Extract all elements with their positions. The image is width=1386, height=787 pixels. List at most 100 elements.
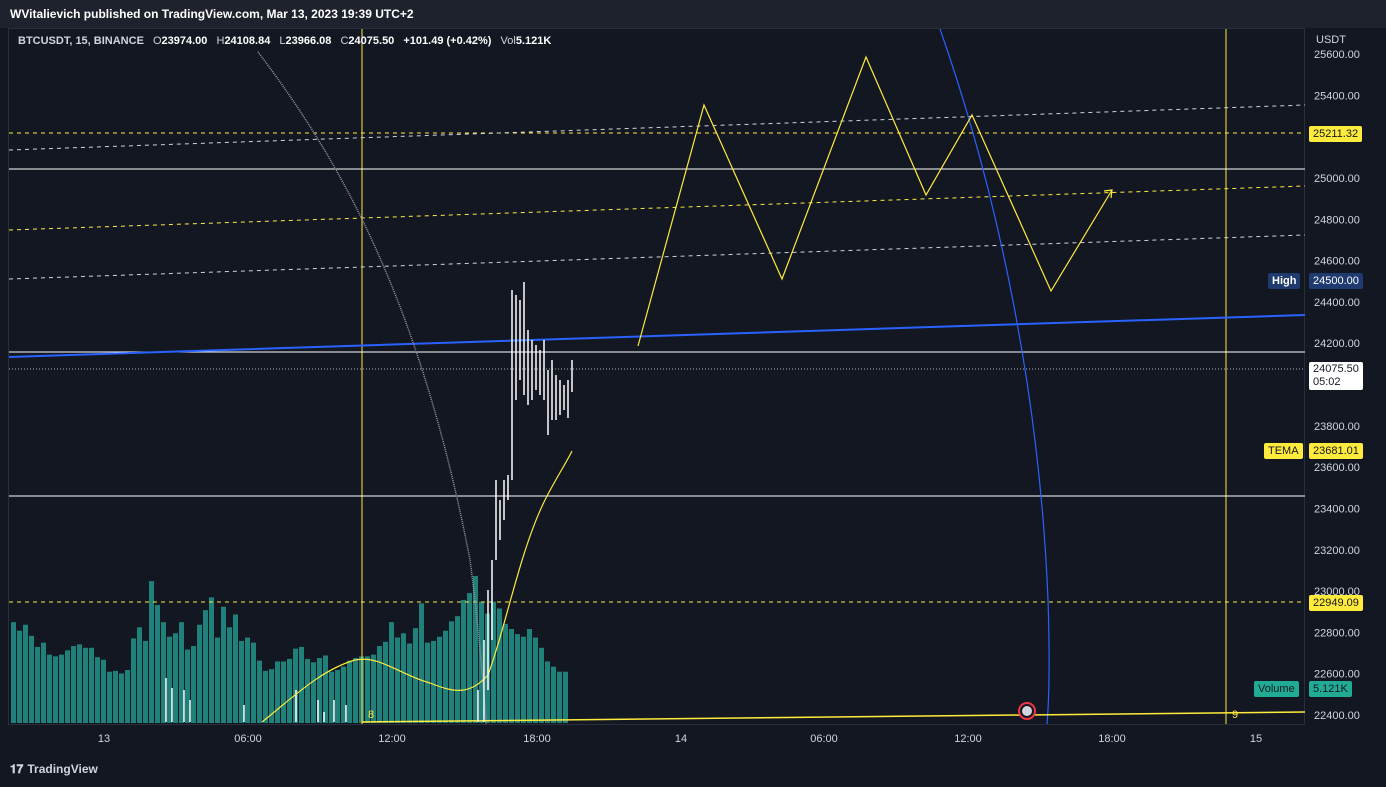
- volume-bar: [413, 628, 418, 723]
- legend-high: 24108.84: [224, 35, 271, 47]
- time-tick-label: 18:00: [523, 733, 551, 745]
- volume-bar: [77, 644, 82, 723]
- volume-bar: [101, 659, 106, 723]
- volume-bar: [293, 648, 298, 723]
- volume-bar: [461, 599, 466, 723]
- price-tick-label: 22400.00: [1314, 710, 1360, 722]
- volume-bar: [113, 670, 118, 723]
- volume-bar: [437, 636, 442, 723]
- volume-bar: [275, 661, 280, 723]
- us-event-icon-inner: [1022, 706, 1032, 716]
- volume-bar: [251, 642, 256, 723]
- volume-bar: [299, 646, 304, 723]
- legend-symbol: BTCUSDT, 15, BINANCE: [18, 35, 144, 47]
- volume-bar: [503, 623, 508, 723]
- price-tick-label: 23800.00: [1314, 421, 1360, 433]
- channel-upper-line: [9, 104, 1305, 151]
- volume-bar: [551, 666, 556, 723]
- volume-bar: [383, 641, 388, 723]
- time-tick-label: 13: [98, 733, 110, 745]
- volume-bar: [137, 627, 142, 723]
- legend-close: 24075.50: [348, 35, 395, 47]
- price-tick-label: 24600.00: [1314, 256, 1360, 268]
- legend-low: 23966.08: [285, 35, 332, 47]
- moving-average-line: [9, 314, 1305, 358]
- time-tick-label: 06:00: [810, 733, 838, 745]
- time-tick-label: 12:00: [378, 733, 406, 745]
- volume-bar: [83, 647, 88, 723]
- volume-bar: [311, 662, 316, 723]
- volume-bar: [29, 635, 34, 723]
- volume-bar: [143, 640, 148, 723]
- volume-bar: [395, 637, 400, 723]
- time-tick-label: 06:00: [234, 733, 262, 745]
- volume-bar: [191, 646, 196, 723]
- volume-bar: [209, 597, 214, 723]
- volume-bar: [71, 646, 76, 723]
- volume-pill-value: 5.121K: [1309, 681, 1352, 697]
- volume-bar: [155, 605, 160, 723]
- arc-line-left: [257, 51, 487, 724]
- volume-bar: [125, 670, 130, 723]
- volume-bar: [377, 646, 382, 723]
- volume-bar: [491, 601, 496, 723]
- volume-bar: [455, 616, 460, 723]
- time-tick-label: 14: [675, 733, 687, 745]
- volume-bar: [95, 657, 100, 723]
- price-tick-label: 22600.00: [1314, 669, 1360, 681]
- volume-bar: [305, 658, 310, 723]
- volume-bar: [347, 660, 352, 723]
- volume-bar: [431, 640, 436, 723]
- volume-bar: [59, 654, 64, 723]
- volume-bar: [257, 660, 262, 723]
- price-tick-label: 23200.00: [1314, 545, 1360, 557]
- volume-bar: [269, 669, 274, 723]
- volume-bar: [239, 640, 244, 723]
- price-axis-ticks: 25600.00 25400.00 25000.00 24800.00 24600.00…: [1314, 49, 1360, 722]
- tema-pill-value: 23681.01: [1309, 443, 1363, 459]
- legend-change: +101.49 (+0.42%): [403, 35, 492, 47]
- zigzag-arrowhead: [1103, 189, 1113, 199]
- price-tick-label: 23600.00: [1314, 462, 1360, 474]
- legend-vol-key: Vol: [500, 35, 516, 47]
- volume-bar: [287, 658, 292, 723]
- volume-bar: [353, 658, 358, 723]
- volume-bar: [449, 621, 454, 723]
- volume-bar: [521, 636, 526, 723]
- volume-bar: [401, 633, 406, 723]
- projected-zigzag: [637, 55, 1113, 347]
- price-tick-label: 23400.00: [1314, 503, 1360, 515]
- legend-open-key: O: [152, 35, 162, 47]
- last-price-pill: 24075.50 05:02: [1309, 362, 1363, 390]
- volume-bar: [563, 671, 568, 723]
- level-pill-upper: 25211.32: [1309, 126, 1363, 142]
- channel-lower-line: [9, 234, 1305, 280]
- volume-bar: [161, 622, 166, 723]
- tema-pill-label: TEMA: [1264, 443, 1303, 459]
- volume-bar: [65, 650, 70, 723]
- channel-mid-line: [9, 185, 1305, 231]
- volume-bar: [323, 655, 328, 723]
- price-axis-unit: USDT: [1316, 34, 1346, 46]
- ohlc-legend: BTCUSDT, 15, BINANCE O23974.00 H24108.84…: [18, 35, 551, 47]
- volume-bar: [467, 593, 472, 723]
- volume-bar: [35, 646, 40, 723]
- volume-bar: [533, 637, 538, 723]
- volume-bar: [173, 633, 178, 723]
- legend-low-key: L: [279, 35, 286, 47]
- volume-bar: [317, 658, 322, 723]
- volume-bar: [389, 622, 394, 723]
- volume-pill-label: Volume: [1254, 681, 1299, 697]
- tradingview-brand[interactable]: 𝟏𝟕 TradingView: [10, 762, 98, 777]
- volume-bar: [149, 581, 154, 723]
- level-pill-lower: 22949.09: [1309, 595, 1363, 611]
- volume-bar: [443, 630, 448, 723]
- high-pill-label: High: [1268, 273, 1301, 289]
- price-tick-label: 25400.00: [1314, 90, 1360, 102]
- arc-line-right: [939, 29, 1050, 724]
- volume-bar: [53, 656, 58, 723]
- volume-bar: [245, 637, 250, 723]
- time-tick-label: 18:00: [1098, 733, 1126, 745]
- volume-bar: [281, 661, 286, 723]
